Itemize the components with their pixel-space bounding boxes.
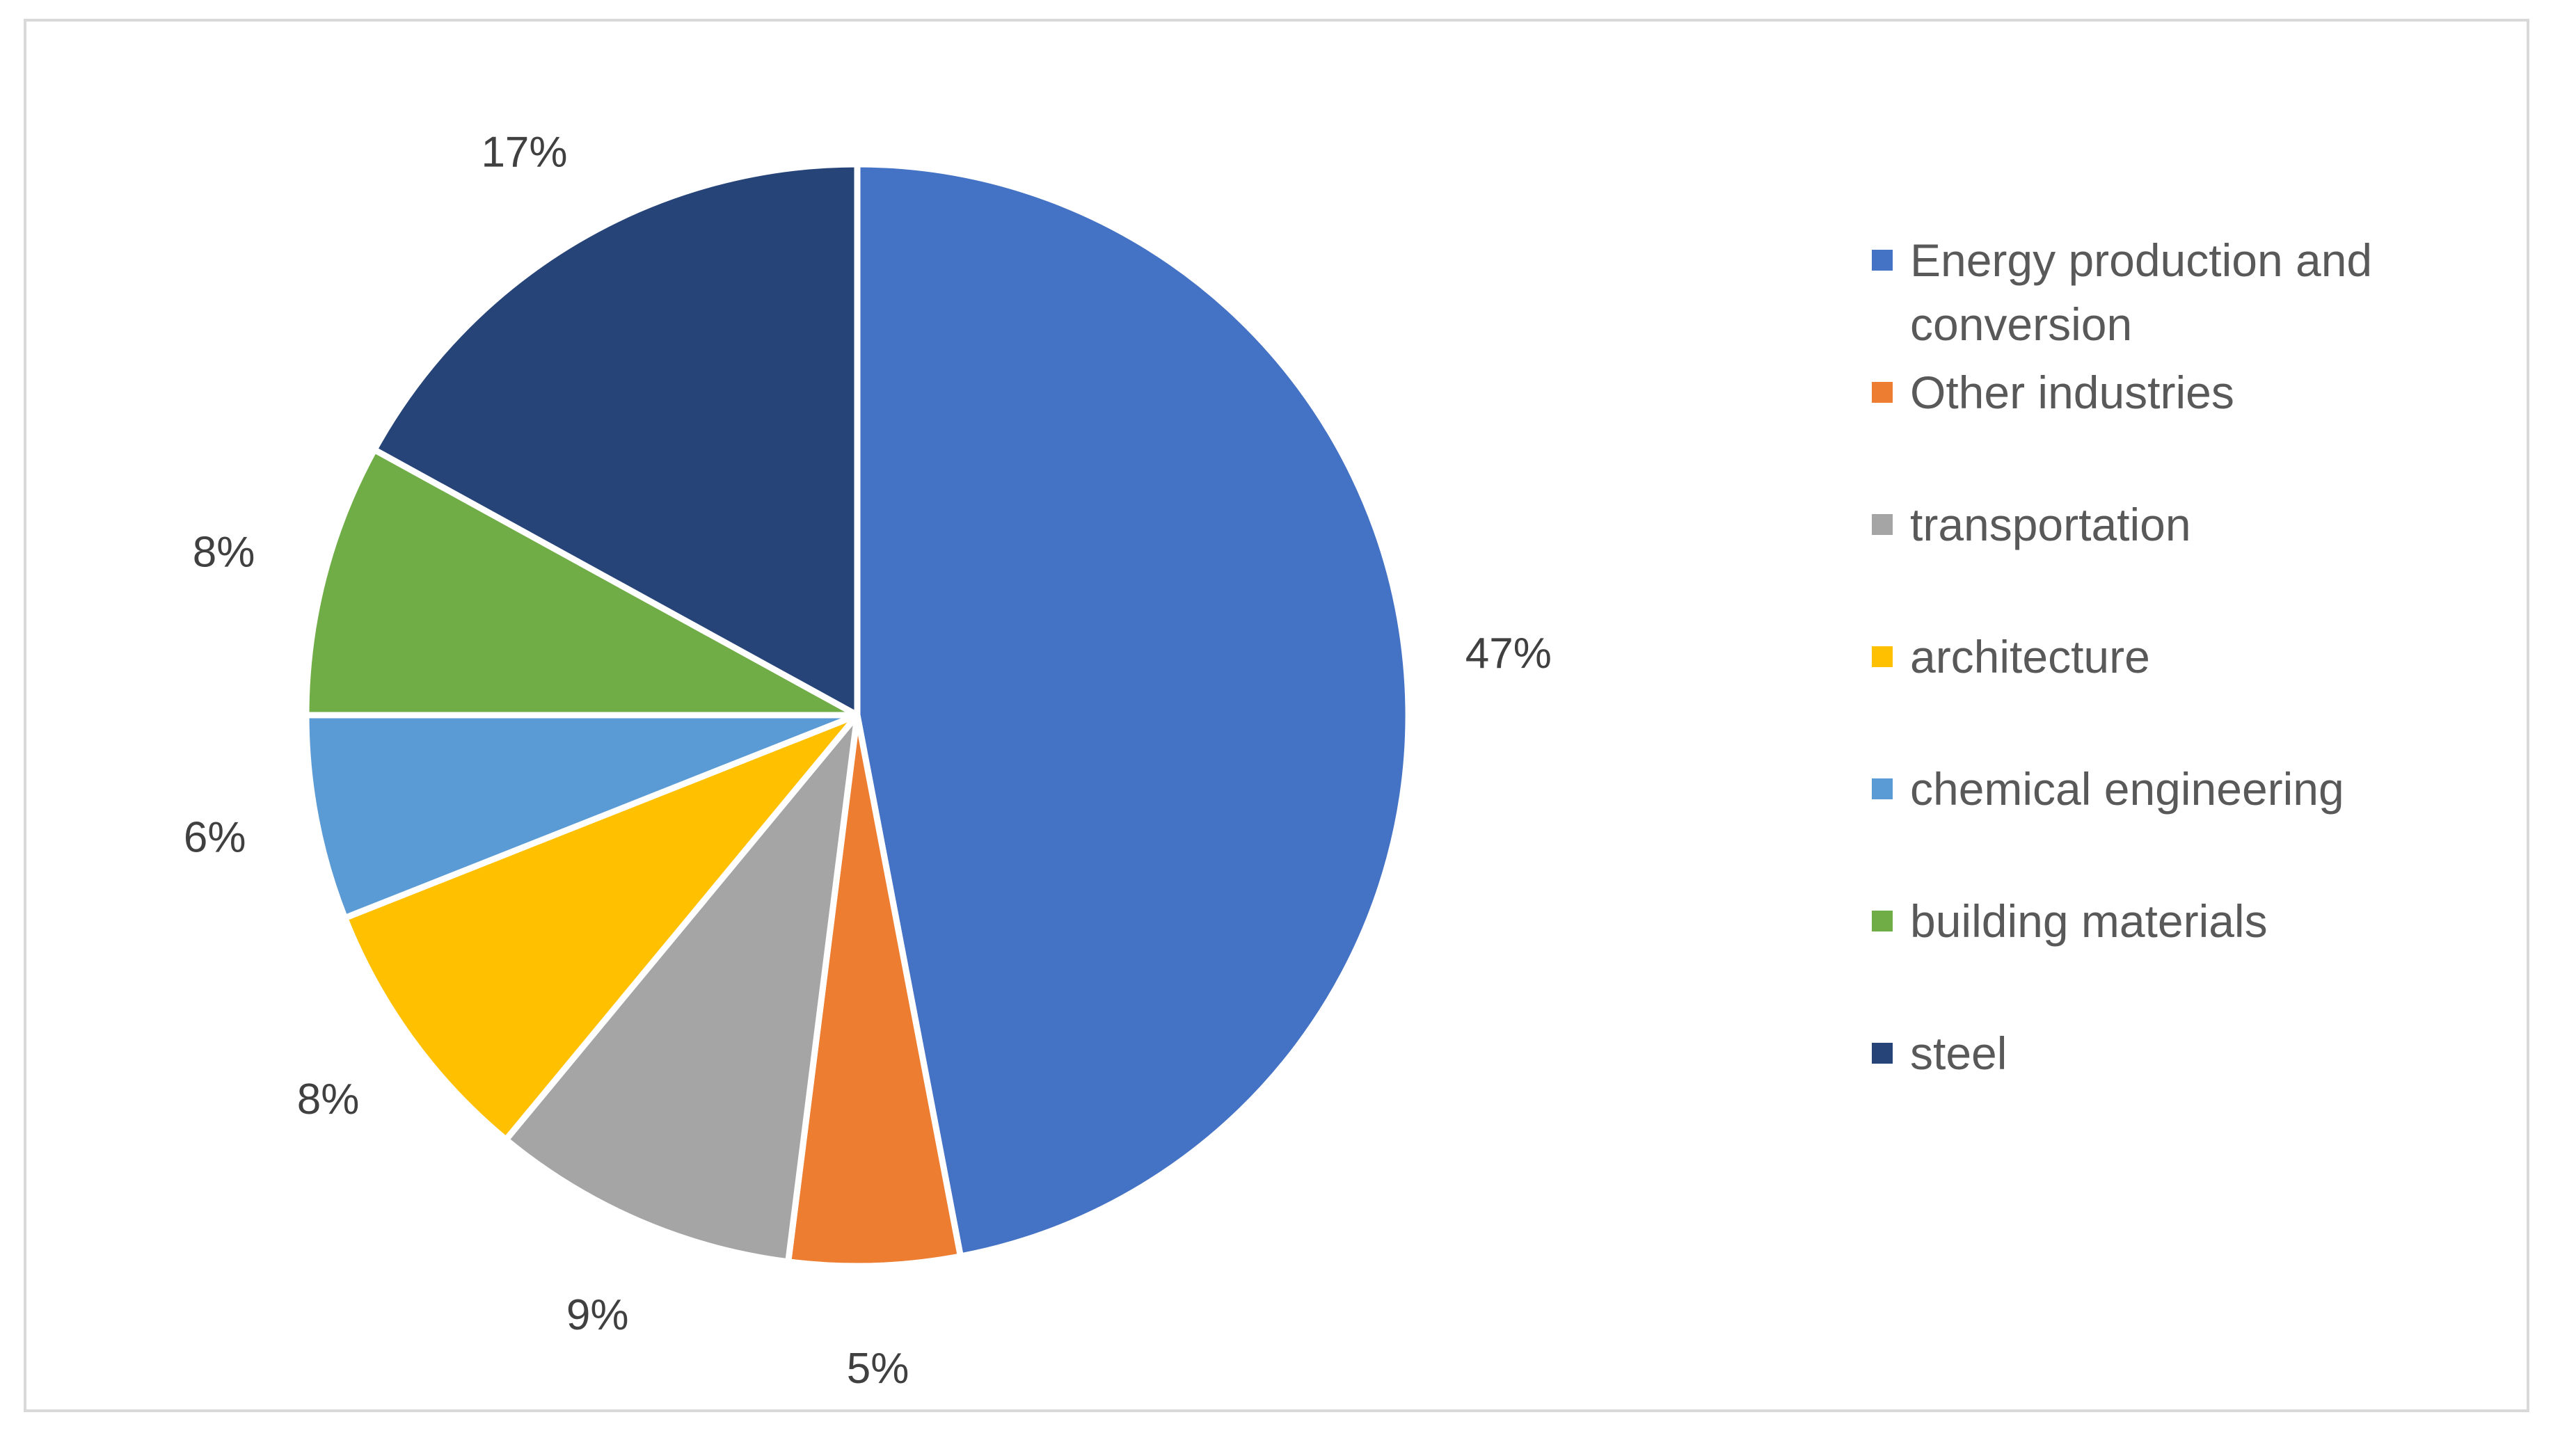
- data-label-architecture: 8%: [297, 1075, 360, 1123]
- pie-slice-building-materials: [303, 446, 861, 719]
- data-label-chemical-engineering: 6%: [184, 814, 246, 862]
- data-label-transportation: 9%: [566, 1291, 629, 1339]
- legend-label-building-materials: building materials: [1910, 895, 2268, 947]
- legend-swatch-chemical-engineering: [1872, 778, 1893, 799]
- legend-swatch-energy-production-and-conversion: [1872, 250, 1893, 271]
- legend-item-other-industries: Other industries: [1872, 367, 2234, 418]
- pie-slices: [303, 161, 1412, 1270]
- legend-label-steel: steel: [1910, 1027, 2007, 1079]
- legend-label-energy-production-and-conversion: Energy production and conversion: [1910, 234, 2372, 350]
- data-label-other-industries: 5%: [847, 1345, 909, 1393]
- legend-label-architecture: architecture: [1910, 631, 2150, 682]
- legend-item-chemical-engineering: chemical engineering: [1872, 763, 2344, 815]
- legend-label-other-industries: Other industries: [1910, 367, 2234, 418]
- legend: Energy production and conversion Other ind…: [1872, 234, 2372, 1079]
- legend-item-energy-production-and-conversion: Energy production and conversion: [1872, 234, 2372, 350]
- pie-slice-transportation: [502, 712, 861, 1265]
- pie-slice-steel: [371, 161, 861, 719]
- legend-item-steel: steel: [1872, 1027, 2007, 1079]
- data-labels: 47% 5% 9% 8% 6% 8% 17%: [184, 128, 1552, 1393]
- data-label-energy-production-and-conversion: 47%: [1465, 630, 1552, 678]
- data-label-building-materials: 8%: [193, 529, 255, 577]
- legend-label-chemical-engineering: chemical engineering: [1910, 763, 2344, 815]
- legend-swatch-steel: [1872, 1043, 1893, 1064]
- legend-swatch-architecture: [1872, 646, 1893, 667]
- pie-slice-energy-production-and-conversion: [854, 161, 1412, 1260]
- legend-item-building-materials: building materials: [1872, 895, 2268, 947]
- legend-item-transportation: transportation: [1872, 499, 2191, 550]
- legend-swatch-transportation: [1872, 514, 1893, 535]
- pie-slice-other-industries: [785, 712, 964, 1270]
- legend-swatch-building-materials: [1872, 911, 1893, 931]
- legend-label-transportation: transportation: [1910, 499, 2191, 550]
- pie-slice-chemical-engineering: [303, 712, 861, 922]
- pie-slice-architecture: [342, 712, 861, 1143]
- legend-item-architecture: architecture: [1872, 631, 2150, 682]
- data-label-steel: 17%: [481, 128, 567, 176]
- legend-swatch-other-industries: [1872, 382, 1893, 403]
